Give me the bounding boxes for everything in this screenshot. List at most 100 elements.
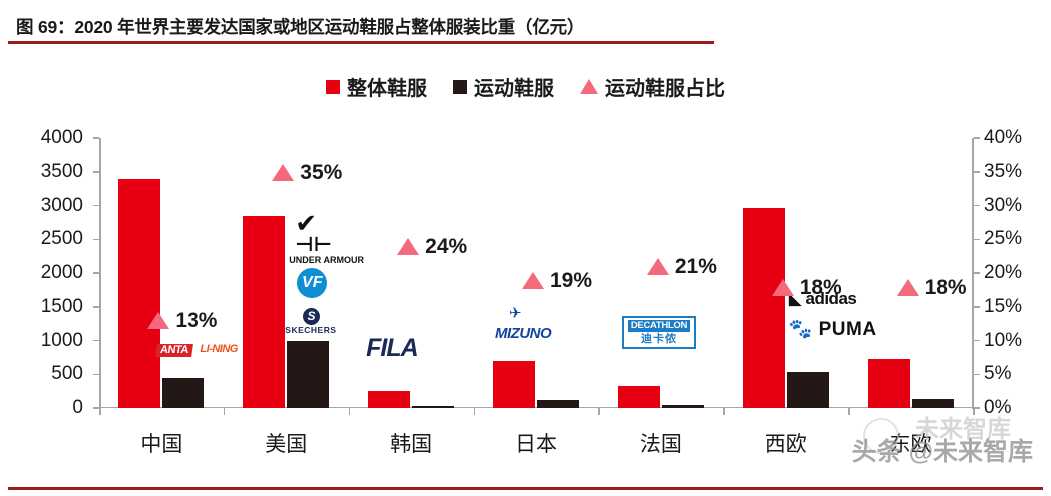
legend-label-sports-share: 运动鞋服占比 (605, 78, 725, 100)
y-axis-left-tick-label: 4000 (40, 127, 83, 148)
share-triangle-marker[interactable] (771, 278, 794, 296)
share-triangle-marker[interactable] (272, 163, 295, 181)
y-axis-left-tick-label: 0 (72, 397, 83, 418)
y-axis-right-tick (974, 306, 980, 308)
puma-logo: 🐾 PUMA (788, 319, 877, 340)
legend-square-red-icon (326, 79, 340, 94)
share-triangle-marker[interactable] (646, 258, 669, 276)
y-axis-left-tick (93, 373, 99, 375)
x-axis-category-label-3: 日本 (515, 433, 557, 456)
x-axis-baseline (99, 406, 973, 408)
share-value-label: 35% (300, 160, 343, 184)
y-axis-left-tick (93, 272, 99, 274)
bar-sports-apparel[interactable] (911, 399, 954, 408)
bottom-rule (8, 487, 1043, 490)
y-axis-right-tick-label: 15% (984, 295, 1023, 317)
anta-logo: ANTA (155, 344, 194, 357)
y-axis-left-tick-label: 2500 (40, 228, 83, 250)
y-axis-left-tick-label: 1500 (40, 295, 83, 317)
watermark-circle-icon (863, 418, 899, 454)
y-axis-left-tick (93, 339, 99, 342)
under-armour-wordmark: UNDER ARMOUR (289, 255, 364, 265)
y-axis-right-tick-label: 25% (984, 228, 1023, 250)
bar-sports-apparel[interactable] (412, 405, 455, 408)
y-axis-right-tick (974, 339, 980, 342)
share-triangle-marker[interactable] (397, 238, 420, 255)
under-armour-logo: ⊣⊢ (295, 234, 332, 256)
x-axis-category-label-4: 法国 (639, 433, 682, 456)
y-axis-right-tick (974, 204, 980, 207)
y-axis-right-tick-label: 40% (984, 127, 1023, 148)
y-axis-right-tick-label: 30% (984, 194, 1023, 216)
bar-total-apparel[interactable] (742, 208, 785, 408)
y-axis-right-tick-label: 5% (984, 363, 1012, 385)
share-triangle-marker[interactable] (147, 312, 170, 330)
y-axis-right-tick-label: 0% (984, 397, 1012, 418)
y-axis-right-tick-label: 35% (984, 160, 1023, 182)
x-axis-separator (723, 408, 725, 415)
x-axis-category-label-1: 美国 (265, 433, 308, 456)
bar-total-apparel[interactable] (617, 385, 660, 408)
skechers-logo: SKECHERS (285, 325, 337, 335)
share-triangle-marker[interactable] (522, 271, 544, 289)
watermark-ghost-text: 未来智库 (915, 416, 1011, 443)
share-value-label: 24% (425, 235, 468, 258)
bar-total-apparel[interactable] (368, 391, 411, 408)
x-axis-category-label-6: 东欧 (889, 433, 932, 456)
legend-triangle-pink-icon (580, 79, 598, 94)
legend-item-sports-apparel[interactable]: 运动鞋服 (453, 72, 554, 101)
y-axis-right-tick (974, 171, 980, 173)
legend-label-sports-apparel: 运动鞋服 (474, 78, 554, 100)
bar-total-apparel[interactable] (118, 178, 161, 408)
x-axis-separator (473, 408, 476, 415)
y-axis-left-tick (93, 204, 99, 207)
x-axis-category-label-2: 韩国 (390, 433, 433, 456)
share-value-label: 18% (924, 275, 967, 299)
bar-sports-apparel[interactable] (537, 399, 579, 408)
x-axis-category-label-5: 西欧 (764, 433, 807, 456)
figure-title-bar: 图 69：2020 年世界主要发达国家或地区运动鞋服占整体服装比重（亿元） (8, 14, 714, 44)
x-axis-separator (598, 408, 600, 415)
bar-total-apparel[interactable] (493, 360, 535, 408)
bar-sports-apparel[interactable] (287, 340, 330, 408)
bar-total-apparel[interactable] (867, 359, 910, 408)
share-value-label: 13% (175, 309, 218, 333)
share-value-label: 19% (550, 268, 593, 292)
li-ning-logo: LI-NING (200, 343, 238, 355)
vf-logo: VF (297, 268, 328, 298)
y-axis-right-tick-label: 20% (984, 262, 1023, 283)
y-axis-left-tick-label: 3000 (40, 194, 83, 216)
y-axis-right-tick (974, 272, 980, 274)
share-value-label: 18% (799, 275, 842, 299)
legend-item-total-apparel[interactable]: 整体鞋服 (326, 72, 427, 101)
decathlon-logo: DECATHLON 迪卡侬 (621, 316, 697, 349)
y-axis-right-tick (974, 238, 980, 240)
y-axis-left-line (99, 138, 101, 409)
x-axis-separator (223, 408, 226, 415)
adidas-logo: ◣ adidas (788, 289, 857, 308)
bar-sports-apparel[interactable] (661, 404, 704, 408)
y-axis-right-tick (974, 407, 980, 409)
chart-legend: 整体鞋服 运动鞋服 运动鞋服占比 (0, 72, 1051, 101)
y-axis-right-tick (974, 373, 980, 375)
y-axis-left-tick (93, 238, 99, 240)
bar-total-apparel[interactable] (243, 215, 286, 408)
legend-label-total-apparel: 整体鞋服 (347, 78, 427, 100)
bar-sports-apparel[interactable] (162, 377, 205, 408)
watermark-text: 头条 @未来智库 (851, 438, 1033, 466)
mizuno-glyph-logo: ✈ (509, 305, 522, 322)
y-axis-left-tick-label: 3500 (40, 160, 83, 182)
y-axis-left-tick-label: 1000 (40, 329, 83, 351)
fila-logo: FILA (366, 334, 419, 362)
legend-item-sports-share[interactable]: 运动鞋服占比 (580, 72, 725, 101)
x-axis-separator (348, 408, 351, 415)
bar-sports-apparel[interactable] (786, 372, 829, 408)
share-value-label: 21% (674, 255, 717, 279)
x-axis-separator (973, 408, 975, 415)
plot-area: ANTA LI-NING ✔ ⊣⊢ UNDER ARMOUR VF S SKECHERS FIL… (99, 138, 973, 408)
nike-logo: ✔ (295, 208, 318, 238)
y-axis-left-tick (93, 407, 99, 409)
y-axis-left-tick-label: 2000 (40, 262, 83, 283)
share-triangle-marker[interactable] (896, 278, 919, 296)
